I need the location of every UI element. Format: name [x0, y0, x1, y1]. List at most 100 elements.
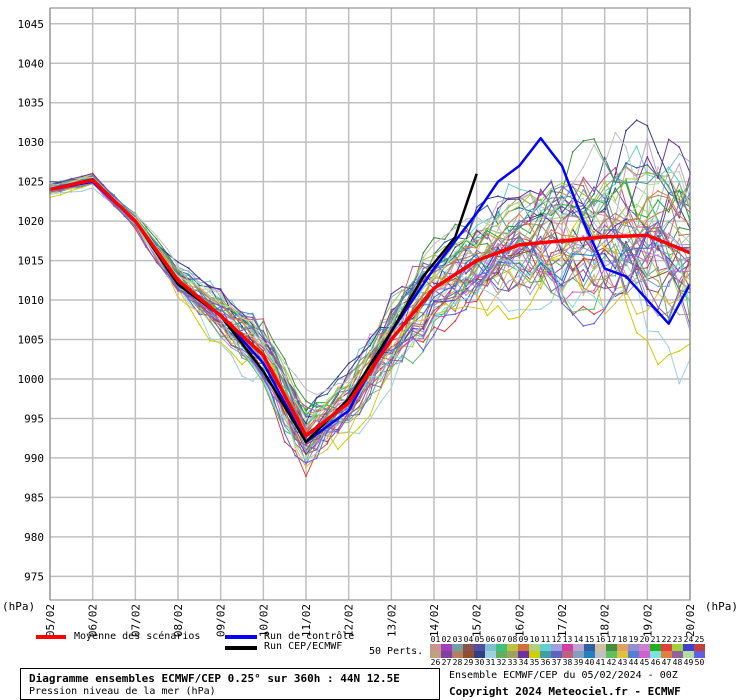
- member-point: [294, 384, 297, 387]
- member-point: [678, 216, 681, 219]
- member-point: [209, 314, 211, 316]
- member-point: [507, 252, 510, 255]
- member-point: [550, 220, 553, 223]
- member-point: [571, 209, 574, 212]
- member-point: [134, 213, 137, 216]
- member-point: [593, 233, 595, 236]
- member-point: [518, 254, 521, 257]
- member-id-label: 39: [573, 658, 584, 667]
- member-point: [646, 124, 649, 127]
- member-point: [315, 403, 318, 406]
- member-point: [603, 156, 606, 159]
- member-point: [358, 376, 361, 379]
- member-point: [625, 259, 627, 261]
- member-point: [561, 218, 563, 221]
- member-id-label: 32: [496, 658, 507, 667]
- member-point: [443, 289, 446, 292]
- member-point: [507, 310, 510, 313]
- member-point: [305, 450, 307, 453]
- member-point: [539, 210, 542, 213]
- main-run-lines: [49, 136, 692, 444]
- member-point: [294, 450, 297, 452]
- member-point: [657, 219, 659, 222]
- member-id-label: 07: [496, 635, 507, 644]
- member-point: [518, 202, 521, 205]
- member-point: [507, 222, 510, 225]
- member-point: [465, 218, 467, 221]
- member-point: [166, 252, 169, 255]
- member-point: [369, 344, 371, 347]
- member-id-label: 05: [474, 635, 485, 644]
- member-point: [209, 280, 211, 282]
- member-point: [646, 251, 649, 254]
- member-point: [507, 235, 510, 238]
- member-point: [475, 244, 478, 247]
- member-point: [219, 335, 222, 338]
- member-point: [358, 408, 361, 411]
- member-point: [422, 271, 425, 273]
- member-point: [518, 257, 521, 259]
- member-point: [475, 267, 478, 270]
- member-point: [635, 253, 638, 256]
- member-point: [539, 287, 542, 290]
- member-point: [422, 267, 425, 270]
- member-point: [326, 437, 329, 440]
- member-point: [667, 270, 670, 273]
- member-point: [667, 311, 670, 314]
- member-point: [550, 233, 553, 236]
- member-point: [603, 252, 606, 255]
- member-point: [198, 303, 201, 306]
- member-point: [187, 305, 190, 308]
- member-point: [241, 329, 243, 332]
- member-id-label: 35: [529, 658, 540, 667]
- member-point: [635, 174, 638, 176]
- member-point: [646, 261, 649, 263]
- member-point: [422, 330, 425, 333]
- member-point: [358, 372, 361, 375]
- member-point: [550, 232, 553, 234]
- member-point: [358, 413, 361, 416]
- member-point: [582, 211, 585, 214]
- member-point: [518, 206, 521, 209]
- member-point: [305, 466, 307, 468]
- member-point: [550, 189, 553, 192]
- member-point: [411, 341, 414, 344]
- member-point: [273, 347, 275, 350]
- member-point: [187, 302, 190, 304]
- member-point: [230, 353, 233, 356]
- member-point: [209, 288, 211, 290]
- member-point: [561, 205, 563, 208]
- member-point: [59, 193, 62, 196]
- member-color-swatch: [452, 651, 463, 658]
- member-point: [614, 231, 617, 234]
- member-point: [646, 277, 649, 280]
- member-point: [475, 247, 478, 249]
- member-point: [593, 284, 595, 287]
- member-point: [390, 387, 393, 389]
- member-point: [497, 210, 499, 213]
- member-point: [411, 321, 414, 323]
- member-point: [614, 288, 617, 291]
- member-point: [635, 205, 638, 208]
- member-point: [529, 214, 531, 217]
- member-point: [603, 176, 606, 179]
- member-point: [369, 350, 371, 353]
- member-point: [379, 364, 382, 367]
- member-point: [326, 388, 329, 391]
- member-point: [625, 203, 627, 206]
- member-point: [347, 383, 350, 386]
- member-point: [486, 290, 489, 293]
- member-point: [507, 204, 510, 206]
- member-point: [550, 237, 553, 240]
- member-point: [358, 364, 361, 367]
- member-point: [646, 309, 649, 312]
- member-point: [443, 307, 446, 310]
- member-point: [593, 192, 595, 195]
- member-point: [603, 220, 606, 222]
- member-color-swatch: [672, 651, 683, 658]
- member-point: [561, 266, 563, 269]
- member-point: [667, 138, 670, 141]
- member-point: [657, 212, 659, 215]
- member-point: [305, 444, 307, 447]
- member-point: [614, 267, 617, 270]
